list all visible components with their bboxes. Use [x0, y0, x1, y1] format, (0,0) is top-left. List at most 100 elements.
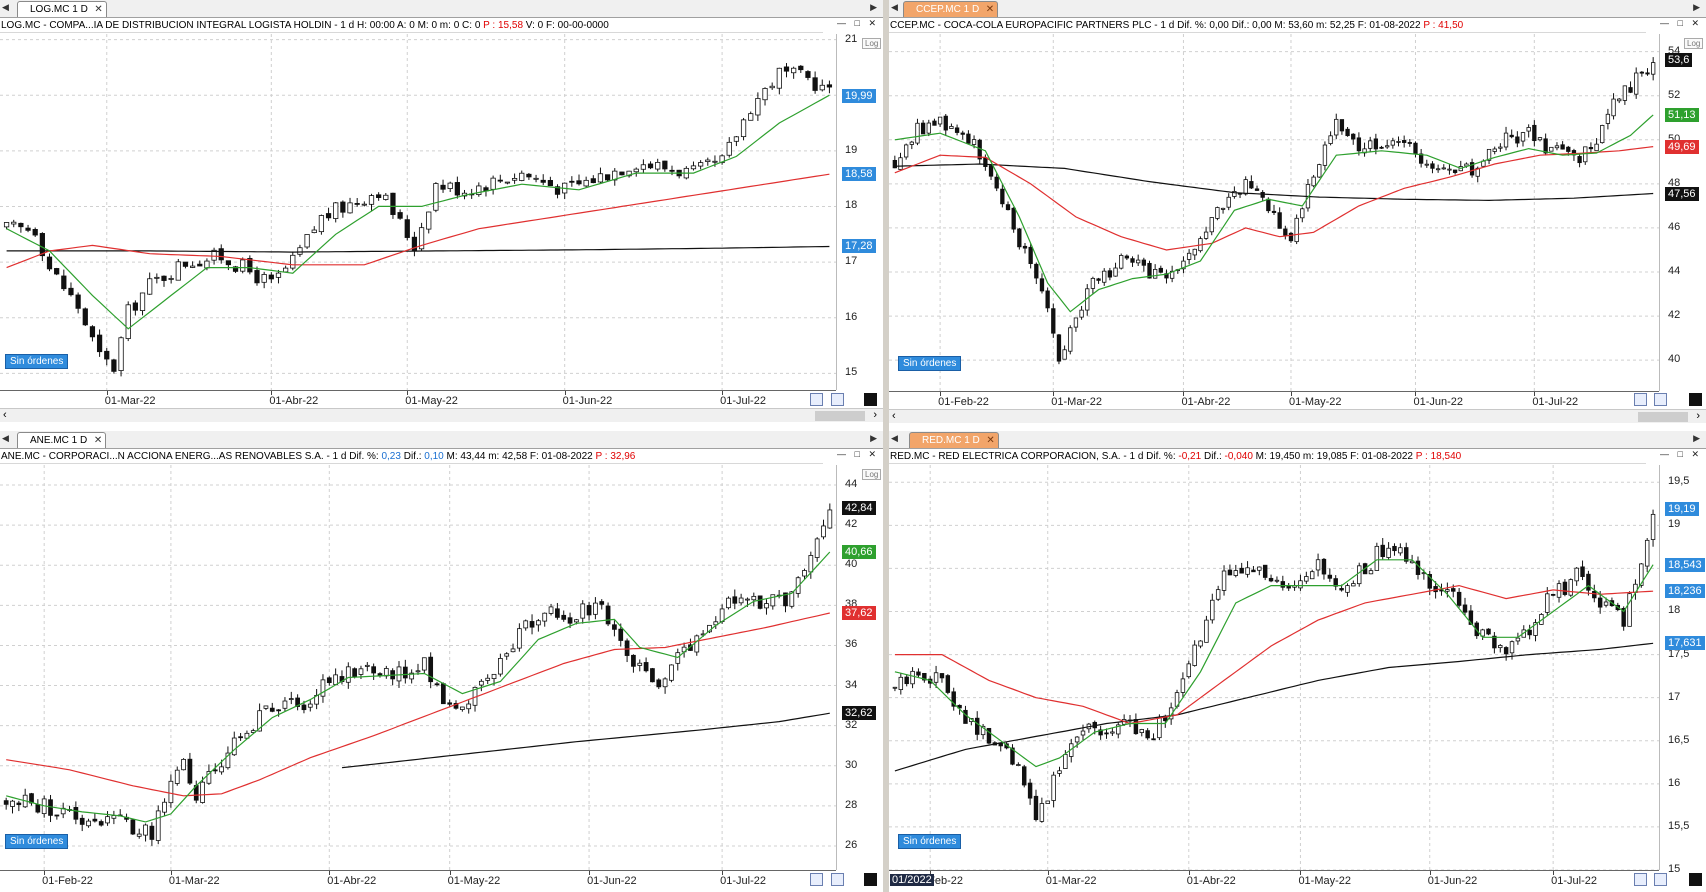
candlestick-chart[interactable] [889, 34, 1659, 391]
candle-body [1309, 571, 1315, 580]
candle [814, 537, 820, 562]
color-toggle-icon[interactable] [864, 393, 877, 406]
indicator-tool-icon[interactable] [1634, 393, 1647, 406]
candle [383, 665, 389, 679]
log-scale-button[interactable]: Log [1684, 38, 1704, 49]
candlestick-chart[interactable] [0, 34, 836, 390]
candle-body [604, 174, 611, 181]
horizontal-scrollbar[interactable]: ‹ › [889, 409, 1706, 423]
candle-body [733, 136, 740, 142]
tab-scroll-right-icon[interactable]: ▶ [1693, 2, 1700, 12]
indicator-tool-icon[interactable] [810, 393, 823, 406]
save-icon[interactable] [831, 393, 844, 406]
candle-body [1045, 800, 1050, 804]
window-controls[interactable]: — □ ✕ [1660, 449, 1702, 459]
candle-body [161, 275, 167, 281]
candle-body [1627, 593, 1632, 627]
indicator-tool-icon[interactable] [1634, 873, 1647, 886]
tab-scroll-right-icon[interactable]: ▶ [870, 2, 877, 12]
candle [1396, 136, 1401, 147]
horizontal-scrollbar[interactable]: ‹ › [0, 408, 883, 422]
save-icon[interactable] [831, 873, 844, 886]
tab-strip: ◀ LOG.MC 1 D ✕ ▶ [0, 0, 883, 18]
candle-body [1062, 349, 1067, 360]
candle-body [147, 278, 153, 295]
candle [1574, 567, 1579, 586]
candle [698, 160, 704, 170]
candle [547, 176, 553, 187]
tab-scroll-right-icon[interactable]: ▶ [1693, 433, 1700, 443]
candle [1639, 71, 1645, 77]
candle [490, 175, 496, 195]
candle-body [1621, 607, 1626, 627]
tab-strip: ◀ ANE.MC 1 D ✕ ▶ [0, 431, 883, 449]
candle [1073, 317, 1079, 332]
candle-body [1492, 148, 1497, 152]
candle [926, 119, 931, 137]
candle-body [1321, 558, 1327, 575]
x-tick-mark [564, 391, 566, 395]
color-toggle-icon[interactable] [1689, 873, 1702, 886]
color-toggle-icon[interactable] [864, 873, 877, 886]
candle [89, 325, 96, 342]
close-icon[interactable]: ✕ [985, 4, 995, 15]
scroll-right-icon[interactable]: › [873, 409, 877, 421]
tab-scroll-left-icon[interactable]: ◀ [2, 433, 9, 443]
candle [676, 169, 682, 179]
candle-body [174, 769, 180, 784]
close-icon[interactable]: ✕ [986, 435, 995, 446]
candle-body [3, 800, 9, 805]
candle [333, 201, 339, 223]
x-tick-mark [930, 871, 932, 875]
close-icon[interactable]: ✕ [93, 435, 103, 446]
candlestick-chart[interactable] [0, 465, 836, 870]
candle-body [383, 668, 389, 677]
color-toggle-icon[interactable] [1689, 393, 1702, 406]
save-icon[interactable] [1654, 393, 1667, 406]
candle-body [1566, 146, 1571, 152]
window-controls[interactable]: — □ ✕ [1660, 18, 1702, 28]
moving-average-fast [6, 94, 830, 330]
y-tick-label: 15 [845, 366, 858, 379]
scroll-left-icon[interactable]: ‹ [892, 410, 896, 422]
scroll-thumb[interactable] [815, 411, 865, 421]
tab-log[interactable]: LOG.MC 1 D ✕ [17, 1, 107, 17]
log-scale-button[interactable]: Log [862, 38, 882, 49]
candle-body [1257, 566, 1262, 571]
candle [1550, 593, 1556, 597]
candle [247, 255, 253, 275]
candlestick-chart[interactable] [889, 465, 1659, 870]
tab-scroll-right-icon[interactable]: ▶ [870, 433, 877, 443]
candle [569, 176, 575, 187]
candle [1145, 728, 1150, 740]
indicator-tool-icon[interactable] [810, 873, 823, 886]
save-icon[interactable] [1654, 873, 1667, 886]
candle [397, 209, 403, 220]
candle [340, 200, 346, 218]
y-tick-label: 26 [845, 838, 858, 851]
candle-body [1328, 135, 1333, 144]
x-tick-label: 01-May-22 [447, 875, 501, 887]
candle-body [1215, 207, 1220, 219]
candle-body [1186, 663, 1192, 678]
tab-ccep[interactable]: CCEP.MC 1 D ✕ [903, 1, 999, 17]
log-scale-button[interactable]: Log [862, 469, 882, 480]
price-tag: 53,6 [1665, 53, 1693, 68]
tab-red[interactable]: RED.MC 1 D ✕ [909, 432, 999, 448]
candle [263, 705, 269, 711]
candle-body [1239, 567, 1244, 574]
close-icon[interactable]: ✕ [94, 4, 103, 15]
tab-ane[interactable]: ANE.MC 1 D ✕ [17, 432, 107, 448]
candle [1130, 256, 1135, 267]
window-controls[interactable]: — □ ✕ [837, 449, 879, 459]
scroll-left-icon[interactable]: ‹ [3, 409, 7, 421]
scroll-thumb[interactable] [1638, 412, 1688, 422]
candle [238, 732, 243, 741]
candle-body [204, 260, 210, 269]
tab-scroll-left-icon[interactable]: ◀ [891, 2, 898, 12]
scroll-right-icon[interactable]: › [1696, 410, 1700, 422]
window-controls[interactable]: — □ ✕ [837, 18, 879, 28]
tab-scroll-left-icon[interactable]: ◀ [2, 2, 9, 12]
instrument-title: CCEP.MC - COCA-COLA EUROPACIFIC PARTNERS… [889, 18, 1646, 33]
tab-scroll-left-icon[interactable]: ◀ [891, 433, 898, 443]
